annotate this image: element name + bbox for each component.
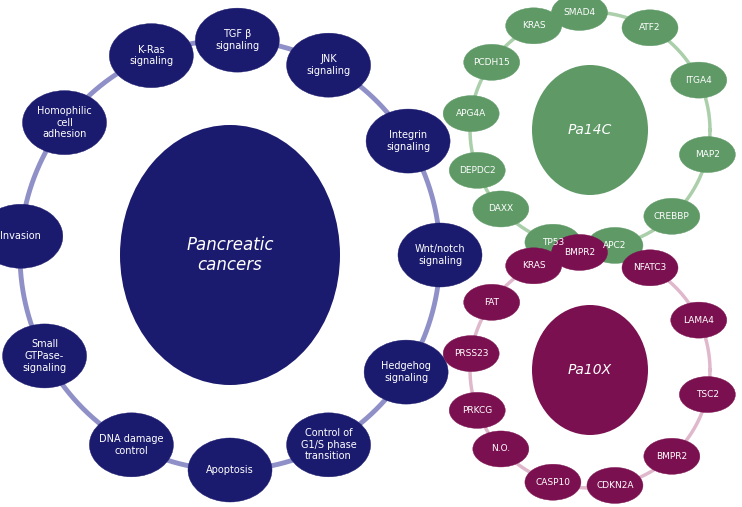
Text: Homophilic
cell
adhesion: Homophilic cell adhesion: [37, 106, 92, 139]
Ellipse shape: [89, 413, 174, 477]
Ellipse shape: [587, 228, 643, 264]
Text: CREBBP: CREBBP: [654, 212, 690, 221]
Text: Pancreatic
cancers: Pancreatic cancers: [186, 236, 274, 274]
Text: TP53: TP53: [542, 238, 564, 247]
Text: PRSS23: PRSS23: [454, 349, 488, 358]
Text: KRAS: KRAS: [522, 21, 545, 30]
Ellipse shape: [464, 284, 519, 320]
Ellipse shape: [398, 223, 482, 287]
Text: DEPDC2: DEPDC2: [459, 166, 496, 175]
Text: LAMA4: LAMA4: [683, 316, 715, 324]
Ellipse shape: [464, 44, 519, 80]
Text: Pa14C: Pa14C: [568, 123, 612, 137]
Ellipse shape: [364, 340, 448, 404]
Text: DNA damage
control: DNA damage control: [99, 434, 164, 456]
Ellipse shape: [671, 62, 726, 98]
Text: TGF β
signaling: TGF β signaling: [215, 29, 260, 51]
Text: NFATC3: NFATC3: [634, 263, 666, 272]
Ellipse shape: [551, 0, 608, 30]
Text: Pa10X: Pa10X: [568, 363, 612, 377]
Ellipse shape: [2, 324, 87, 388]
Text: APG4A: APG4A: [456, 109, 486, 118]
Text: Wnt/notch
signaling: Wnt/notch signaling: [415, 244, 465, 266]
Ellipse shape: [671, 302, 726, 338]
Text: K-Ras
signaling: K-Ras signaling: [129, 45, 174, 66]
Ellipse shape: [644, 198, 700, 234]
Ellipse shape: [443, 336, 499, 372]
Ellipse shape: [680, 136, 735, 172]
Ellipse shape: [622, 250, 678, 286]
Text: N.O.: N.O.: [491, 445, 510, 453]
Text: BMPR2: BMPR2: [564, 248, 595, 257]
Text: Hedgehog
signaling: Hedgehog signaling: [381, 361, 431, 383]
Text: Invasion: Invasion: [0, 231, 42, 241]
Text: CDKN2A: CDKN2A: [597, 481, 634, 490]
Ellipse shape: [505, 8, 562, 44]
Text: MAP2: MAP2: [695, 150, 720, 159]
Ellipse shape: [525, 464, 581, 500]
Text: PCDH15: PCDH15: [473, 58, 510, 67]
Ellipse shape: [109, 24, 194, 88]
Ellipse shape: [286, 33, 370, 97]
Text: APC2: APC2: [603, 241, 627, 250]
Text: FAT: FAT: [485, 298, 499, 307]
Ellipse shape: [443, 96, 499, 132]
Text: Control of
G1/S phase
transition: Control of G1/S phase transition: [301, 428, 356, 461]
Text: TSC2: TSC2: [696, 390, 719, 399]
Ellipse shape: [188, 438, 272, 502]
Ellipse shape: [473, 431, 529, 467]
Ellipse shape: [473, 191, 529, 227]
Text: Integrin
signaling: Integrin signaling: [386, 130, 430, 152]
Ellipse shape: [449, 153, 505, 189]
Ellipse shape: [525, 224, 581, 260]
Ellipse shape: [449, 392, 505, 428]
Ellipse shape: [286, 413, 370, 477]
Ellipse shape: [0, 204, 63, 268]
Text: Small
GTPase-
signaling: Small GTPase- signaling: [22, 339, 67, 373]
Text: KRAS: KRAS: [522, 261, 545, 270]
Ellipse shape: [366, 109, 450, 173]
Text: Apoptosis: Apoptosis: [206, 465, 254, 475]
Text: BMPR2: BMPR2: [656, 452, 687, 461]
Ellipse shape: [680, 377, 735, 413]
Ellipse shape: [22, 91, 107, 155]
Ellipse shape: [532, 65, 648, 195]
Ellipse shape: [532, 305, 648, 435]
Text: JNK
signaling: JNK signaling: [306, 54, 351, 76]
Ellipse shape: [505, 248, 562, 284]
Ellipse shape: [120, 125, 340, 385]
Ellipse shape: [644, 438, 700, 475]
Text: ITGA4: ITGA4: [686, 76, 712, 85]
Text: ATF2: ATF2: [640, 23, 660, 32]
Ellipse shape: [551, 234, 608, 270]
Ellipse shape: [195, 8, 279, 72]
Text: PRKCG: PRKCG: [462, 406, 493, 415]
Ellipse shape: [622, 10, 678, 46]
Text: CASP10: CASP10: [536, 478, 571, 487]
Ellipse shape: [587, 467, 643, 503]
Text: SMAD4: SMAD4: [563, 8, 596, 17]
Text: DAXX: DAXX: [488, 204, 513, 213]
